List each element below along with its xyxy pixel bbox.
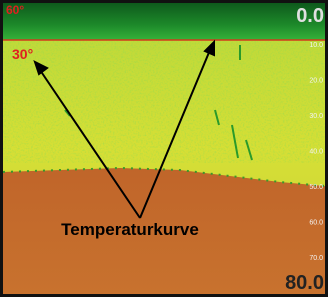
scale-label: 60.0	[309, 220, 323, 227]
top-temp: 60°	[6, 3, 24, 17]
surface-clutter	[3, 3, 325, 40]
depth-bottom: 80.0	[285, 272, 324, 294]
depth-top: 0.0	[296, 5, 324, 27]
scale-label: 10.0	[309, 42, 323, 49]
scale-label: 20.0	[309, 78, 323, 85]
annotation-label: Temperaturkurve	[61, 220, 199, 239]
scale-label: 70.0	[309, 255, 323, 262]
scale-label: 50.0	[309, 184, 323, 191]
sonar-screenshot: 60° 0.0 30° 80.0 10.0 20.0 30.0 40.0 50.0 60.…	[0, 0, 328, 297]
page: 60° 0.0 30° 80.0 10.0 20.0 30.0 40.0 50.0 60.…	[0, 0, 328, 297]
scale-label: 40.0	[309, 149, 323, 156]
scale-label: 30.0	[309, 113, 323, 120]
temp-mark: 30°	[12, 46, 33, 62]
